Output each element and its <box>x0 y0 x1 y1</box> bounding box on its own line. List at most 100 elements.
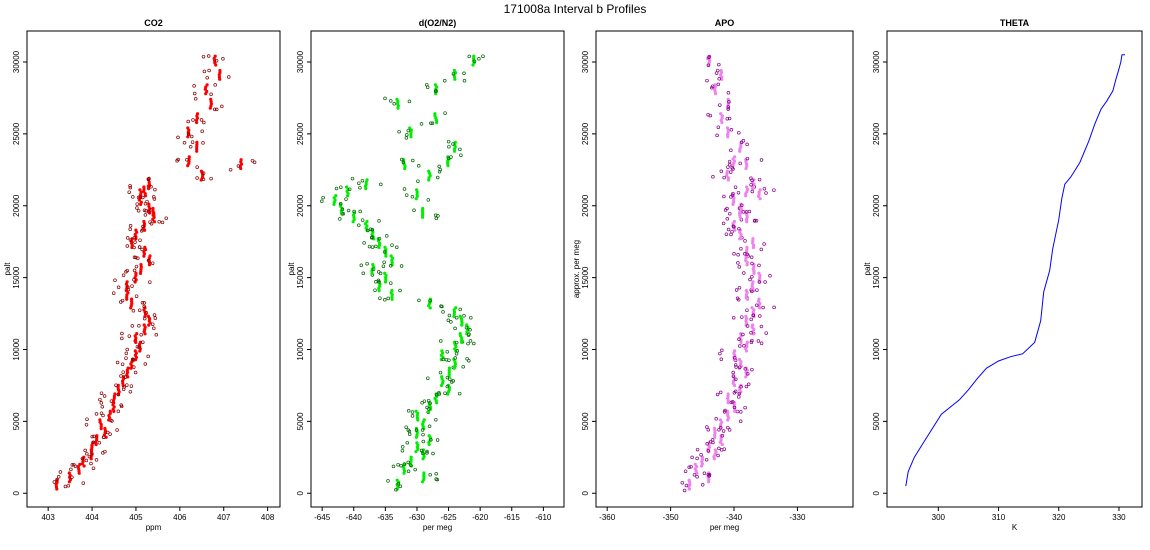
co2-x-tick-label: 405 <box>129 513 143 522</box>
co2-scatter-point <box>200 129 204 134</box>
co2-y-axis-label: palt <box>3 262 12 276</box>
o2n2-scatter-point <box>346 208 351 213</box>
co2-scatter-point <box>121 387 126 392</box>
o2n2-scatter-point <box>402 462 407 466</box>
co2-scatter-point <box>128 185 133 190</box>
theta-x-tick-label: 330 <box>1112 513 1126 522</box>
apo-scatter-point <box>741 332 745 337</box>
o2n2-scatter-point <box>386 296 390 301</box>
co2-data-point <box>112 401 116 405</box>
o2n2-scatter-point <box>434 88 438 93</box>
co2-data-point <box>218 77 222 81</box>
o2n2-scatter-point <box>376 278 381 283</box>
o2n2-scatter-point <box>357 181 361 185</box>
o2n2-scatter-point <box>334 186 339 191</box>
co2-scatter-point <box>221 57 225 61</box>
o2n2-data-point <box>383 280 388 284</box>
co2-scatter-point <box>91 440 96 445</box>
theta-y-tick-label: 0 <box>872 490 881 495</box>
apo-scatter-point <box>708 113 713 118</box>
co2-scatter-point <box>143 213 148 217</box>
co2-scatter-point <box>185 157 189 162</box>
apo-data-point <box>752 271 756 275</box>
o2n2-data-point <box>364 187 368 191</box>
apo-scatter-point <box>718 426 723 430</box>
co2-y-tick-label: 10000 <box>12 338 21 361</box>
o2n2-x-tick-label: -640 <box>346 513 363 522</box>
apo-scatter-point <box>762 186 767 191</box>
co2-scatter-point <box>138 195 143 200</box>
co2-scatter-point <box>132 277 136 282</box>
o2n2-scatter-point <box>466 341 470 346</box>
apo-data-point <box>746 297 750 301</box>
o2n2-data-point <box>332 202 336 206</box>
co2-points <box>52 54 257 491</box>
apo-scatter-point <box>705 425 709 429</box>
co2-scatter-point <box>84 458 89 463</box>
apo-scatter-point <box>725 217 730 221</box>
apo-scatter-point <box>721 221 726 226</box>
apo-data-point <box>751 187 755 191</box>
apo-x-tick-label: -340 <box>726 513 743 522</box>
co2-scatter-point <box>153 316 158 320</box>
o2n2-scatter-point <box>389 99 393 103</box>
o2n2-scatter-point <box>419 122 424 126</box>
apo-data-point <box>733 155 737 159</box>
apo-data-point <box>733 409 737 413</box>
o2n2-y-tick-label: 25000 <box>296 122 305 145</box>
co2-scatter-point <box>152 313 157 317</box>
o2n2-scatter-point <box>449 155 453 159</box>
apo-scatter-point <box>759 247 764 252</box>
apo-scatter-point <box>758 314 762 318</box>
o2n2-scatter-point <box>370 235 374 239</box>
o2n2-points <box>320 54 485 492</box>
apo-scatter-point <box>730 400 735 404</box>
co2-scatter-point <box>152 197 157 201</box>
co2-scatter-point <box>131 309 136 313</box>
o2n2-scatter-point <box>397 129 401 134</box>
co2-scatter-point <box>212 107 217 112</box>
apo-scatter-point <box>745 142 749 147</box>
apo-scatter-point <box>759 341 764 346</box>
apo-data-point <box>733 383 737 388</box>
apo-scatter-point <box>762 242 766 246</box>
o2n2-data-point <box>446 164 450 168</box>
theta-x-tick-label: 320 <box>1052 513 1066 522</box>
co2-scatter-point <box>144 208 148 213</box>
o2n2-scatter-point <box>462 71 466 76</box>
o2n2-scatter-point <box>427 407 431 411</box>
apo-scatter-point <box>687 465 691 470</box>
apo-title: APO <box>715 18 735 28</box>
o2n2-scatter-point <box>441 357 446 362</box>
co2-x-tick-label: 403 <box>41 513 55 522</box>
o2n2-scatter-point <box>399 264 404 268</box>
o2n2-data-point <box>377 245 381 250</box>
apo-scatter-point <box>753 218 757 223</box>
apo-scatter-point <box>737 337 741 341</box>
co2-scatter-point <box>148 220 152 224</box>
apo-scatter-point <box>708 439 713 444</box>
apo-scatter-point <box>695 447 700 452</box>
co2-scatter-point <box>154 333 159 337</box>
apo-scatter-point <box>745 308 749 312</box>
o2n2-scatter-point <box>419 448 424 453</box>
o2n2-scatter-point <box>435 175 440 180</box>
co2-data-point <box>143 314 147 319</box>
o2n2-scatter-point <box>407 99 412 104</box>
co2-scatter-point <box>73 464 78 468</box>
co2-scatter-point <box>128 238 133 242</box>
o2n2-x-tick-label: -635 <box>377 513 394 522</box>
co2-scatter-point <box>157 219 161 224</box>
co2-scatter-point <box>91 466 96 470</box>
apo-scatter-point <box>757 280 762 284</box>
co2-data-point <box>147 323 151 327</box>
apo-data-point <box>744 375 748 379</box>
co2-scatter-point <box>128 389 133 394</box>
o2n2-plot-frame <box>310 30 565 508</box>
o2n2-y-tick-label: 0 <box>296 490 305 495</box>
o2n2-data-point <box>370 271 374 275</box>
apo-scatter-point <box>729 128 734 132</box>
o2n2-y-tick-label: 30000 <box>296 50 305 73</box>
o2n2-scatter-point <box>358 209 362 214</box>
o2n2-data-point <box>344 185 349 189</box>
